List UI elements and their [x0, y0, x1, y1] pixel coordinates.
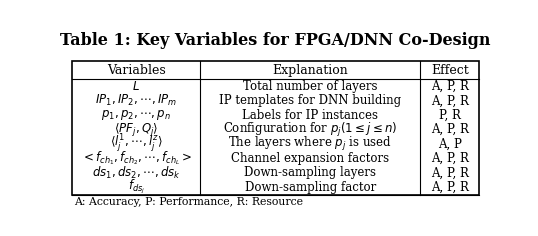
- Text: A, P, R: A, P, R: [431, 152, 469, 165]
- Bar: [72, 61, 479, 195]
- Text: Total number of layers: Total number of layers: [243, 80, 378, 93]
- Text: Configuration for $p_j(1 \leq j \leq n)$: Configuration for $p_j(1 \leq j \leq n)$: [223, 121, 398, 139]
- Text: $ds_1, ds_2, \cdots, ds_k$: $ds_1, ds_2, \cdots, ds_k$: [92, 165, 181, 181]
- Text: $\langle l_j^1, \cdots, l_j^z \rangle$: $\langle l_j^1, \cdots, l_j^z \rangle$: [110, 133, 162, 155]
- Text: A, P, R: A, P, R: [431, 123, 469, 136]
- Text: $p_1, p_2, \cdots, p_n$: $p_1, p_2, \cdots, p_n$: [101, 108, 172, 122]
- Text: $f_{ds_j}$: $f_{ds_j}$: [128, 178, 145, 196]
- Text: Down-sampling layers: Down-sampling layers: [244, 166, 376, 179]
- Text: $\langle PF_j, Q_j \rangle$: $\langle PF_j, Q_j \rangle$: [114, 121, 159, 138]
- Text: A, P, R: A, P, R: [431, 166, 469, 179]
- Text: IP templates for DNN building: IP templates for DNN building: [220, 94, 401, 107]
- Text: P, R: P, R: [439, 109, 461, 122]
- Text: A, P, R: A, P, R: [431, 80, 469, 93]
- Text: A: Accuracy, P: Performance, R: Resource: A: Accuracy, P: Performance, R: Resource: [74, 197, 303, 207]
- Text: Effect: Effect: [431, 64, 469, 77]
- Text: A, P, R: A, P, R: [431, 94, 469, 107]
- Text: $< f_{ch_1}, f_{ch_2}, \cdots, f_{ch_L} >$: $< f_{ch_1}, f_{ch_2}, \cdots, f_{ch_L} …: [81, 150, 192, 167]
- Text: Explanation: Explanation: [272, 64, 348, 77]
- Text: $IP_1, IP_2, \cdots, IP_m$: $IP_1, IP_2, \cdots, IP_m$: [95, 93, 178, 108]
- Text: Channel expansion factors: Channel expansion factors: [231, 152, 390, 165]
- Text: Variables: Variables: [107, 64, 166, 77]
- Text: A, P: A, P: [438, 138, 462, 151]
- Text: The layers where $p_j$ is used: The layers where $p_j$ is used: [229, 135, 392, 153]
- Text: Labels for IP instances: Labels for IP instances: [242, 109, 378, 122]
- Text: A, P, R: A, P, R: [431, 181, 469, 194]
- Text: Table 1: Key Variables for FPGA/DNN Co-Design: Table 1: Key Variables for FPGA/DNN Co-D…: [60, 32, 491, 49]
- Text: Down-sampling factor: Down-sampling factor: [245, 181, 376, 194]
- Text: $L$: $L$: [132, 80, 140, 93]
